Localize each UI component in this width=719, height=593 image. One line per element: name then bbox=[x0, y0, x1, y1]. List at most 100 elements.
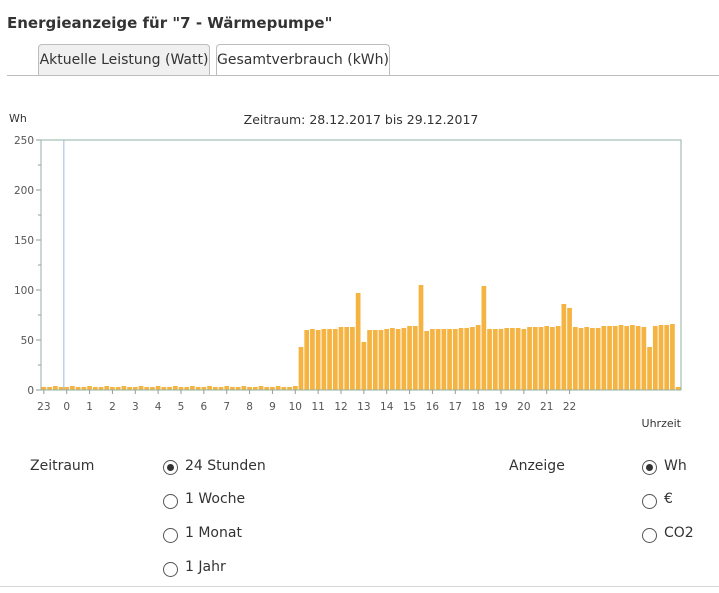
bar bbox=[167, 387, 172, 390]
bar bbox=[561, 304, 567, 390]
x-axis-label: Uhrzeit bbox=[642, 417, 682, 430]
y-tick-label: 250 bbox=[14, 135, 34, 147]
bar bbox=[441, 329, 447, 390]
bar bbox=[92, 387, 98, 390]
bar bbox=[447, 329, 452, 390]
tab-gesamtverbrauch[interactable]: Gesamtverbrauch (kWh) bbox=[216, 44, 390, 76]
bar bbox=[664, 325, 670, 390]
bar bbox=[270, 387, 275, 390]
bar bbox=[304, 330, 310, 390]
bar bbox=[652, 326, 658, 390]
radio-1-monat-label[interactable]: 1 Monat bbox=[185, 525, 242, 541]
bar bbox=[287, 387, 292, 390]
radio-1-woche[interactable] bbox=[163, 494, 178, 509]
bar bbox=[150, 387, 155, 390]
bar bbox=[378, 330, 384, 390]
bar bbox=[590, 328, 595, 390]
radio-wh-label[interactable]: Wh bbox=[664, 458, 687, 474]
bar bbox=[424, 331, 430, 390]
x-tick-label: 20 bbox=[517, 401, 530, 413]
bar bbox=[607, 326, 612, 390]
radio-wh[interactable] bbox=[642, 460, 657, 475]
bar bbox=[144, 387, 150, 390]
bar bbox=[510, 328, 515, 390]
bar bbox=[544, 326, 550, 390]
bar bbox=[430, 329, 435, 390]
bar bbox=[310, 329, 315, 390]
x-tick-label: 21 bbox=[540, 401, 553, 413]
bar bbox=[201, 387, 207, 390]
bar bbox=[481, 286, 487, 390]
radio-1-jahr[interactable] bbox=[163, 562, 178, 577]
bar bbox=[247, 387, 252, 390]
tabs-divider bbox=[7, 75, 719, 76]
radio-1-woche-label[interactable]: 1 Woche bbox=[185, 491, 246, 507]
x-tick-label: 1 bbox=[86, 401, 93, 413]
y-tick-label: 200 bbox=[14, 185, 34, 197]
radio-24-stunden-label[interactable]: 24 Stunden bbox=[185, 458, 266, 474]
bar bbox=[487, 329, 492, 390]
bar bbox=[258, 386, 264, 390]
x-tick-label: 16 bbox=[426, 401, 440, 413]
energy-bar-chart: Zeitraum: 28.12.2017 bis 29.12.2017 Wh U… bbox=[9, 112, 682, 430]
bar bbox=[492, 329, 498, 390]
bar bbox=[601, 326, 607, 390]
bar bbox=[624, 326, 630, 390]
x-tick-label: 2 bbox=[109, 401, 116, 413]
x-tick-label: 15 bbox=[403, 401, 416, 413]
bar bbox=[41, 387, 47, 390]
bar bbox=[395, 329, 401, 390]
x-tick-label: 3 bbox=[132, 401, 139, 413]
bar bbox=[81, 387, 87, 390]
bar bbox=[630, 325, 635, 390]
bar bbox=[407, 326, 412, 390]
bar bbox=[670, 324, 675, 390]
x-tick-label: 11 bbox=[311, 401, 324, 413]
bar bbox=[475, 325, 481, 390]
bar bbox=[567, 308, 572, 390]
radio-1-jahr-label[interactable]: 1 Jahr bbox=[185, 559, 226, 575]
bar bbox=[584, 327, 590, 390]
bar bbox=[138, 386, 144, 390]
bar bbox=[332, 329, 338, 390]
bar bbox=[578, 328, 584, 390]
bar bbox=[321, 329, 327, 390]
bar bbox=[372, 330, 378, 390]
bar bbox=[344, 327, 350, 390]
bar bbox=[58, 387, 64, 390]
radio-euro[interactable] bbox=[642, 494, 657, 509]
tab-aktuelle-leistung[interactable]: Aktuelle Leistung (Watt) bbox=[38, 44, 210, 75]
bar bbox=[264, 387, 270, 390]
bar bbox=[172, 386, 178, 390]
radio-1-monat[interactable] bbox=[163, 528, 178, 543]
y-tick-label: 50 bbox=[21, 335, 34, 347]
y-tick-label: 150 bbox=[14, 235, 34, 247]
bar bbox=[235, 387, 241, 390]
x-tick-label: 18 bbox=[471, 401, 484, 413]
x-tick-label: 19 bbox=[494, 401, 507, 413]
bar bbox=[618, 325, 624, 390]
x-tick-label: 9 bbox=[269, 401, 276, 413]
bar bbox=[47, 387, 52, 390]
bar bbox=[161, 387, 167, 390]
bar bbox=[298, 347, 304, 390]
bar bbox=[521, 329, 527, 390]
bar bbox=[464, 328, 470, 390]
bar bbox=[458, 328, 464, 390]
chart-title: Zeitraum: 28.12.2017 bis 29.12.2017 bbox=[244, 112, 479, 127]
x-tick-label: 13 bbox=[357, 401, 370, 413]
bar bbox=[367, 330, 372, 390]
radio-24-stunden[interactable] bbox=[163, 460, 178, 475]
plot-border bbox=[40, 139, 682, 391]
radio-co2-label[interactable]: CO2 bbox=[664, 525, 694, 541]
bar bbox=[338, 327, 344, 390]
radio-euro-label[interactable]: € bbox=[664, 491, 673, 507]
bar bbox=[555, 326, 561, 390]
bar bbox=[52, 386, 58, 390]
bar bbox=[355, 293, 361, 390]
radio-co2[interactable] bbox=[642, 528, 657, 543]
y-tick-label: 100 bbox=[14, 285, 34, 297]
bar bbox=[675, 387, 681, 390]
bar bbox=[275, 386, 281, 390]
bar bbox=[121, 386, 127, 390]
